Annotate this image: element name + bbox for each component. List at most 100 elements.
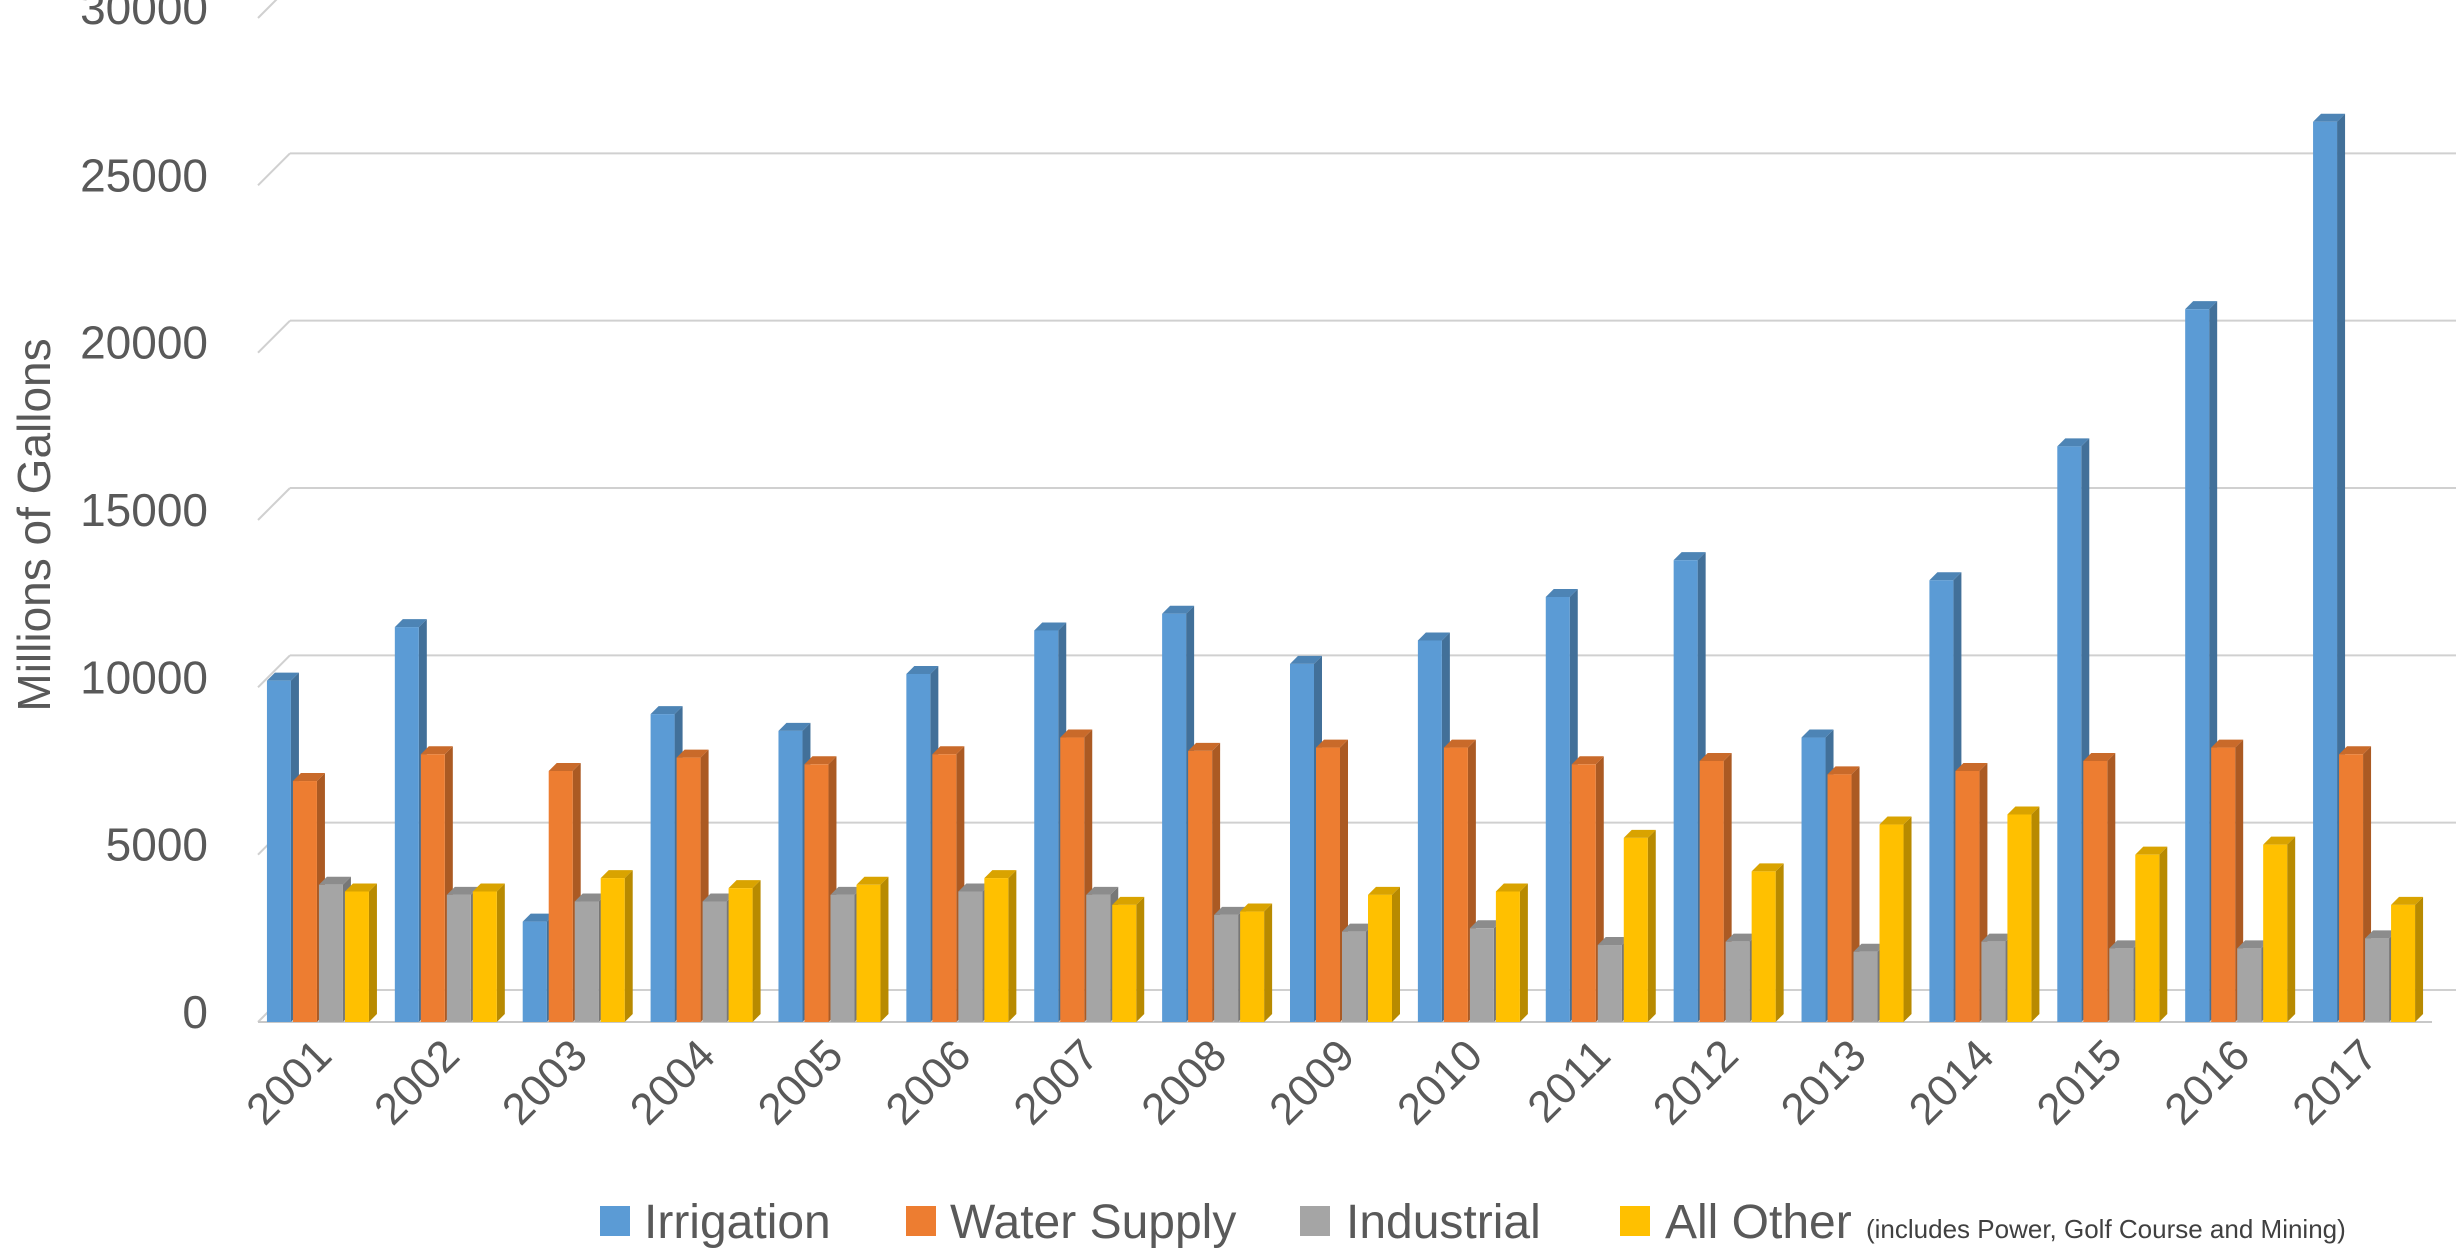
bar-top	[1342, 923, 1374, 932]
bar-side	[2031, 806, 2040, 1022]
legend-item-all-other: All Other (includes Power, Golf Course a…	[1620, 1196, 2346, 1249]
bar-front	[2339, 754, 2364, 1022]
bar-water-supply	[676, 749, 709, 1022]
bar-front	[778, 730, 803, 1022]
bar-top	[2109, 940, 2142, 949]
bar-front	[548, 771, 573, 1022]
bar-top	[1827, 766, 1860, 775]
bar-top	[1240, 903, 1273, 912]
bar-front	[932, 754, 957, 1022]
bar-top	[2185, 301, 2218, 310]
legend-item-irrigation: Irrigation	[600, 1196, 831, 1249]
bar-water-supply	[2211, 739, 2244, 1022]
bar-side	[880, 876, 889, 1022]
y-tick-label: 10000	[80, 651, 208, 703]
x-tick-label: 2011	[1518, 1030, 1620, 1132]
bar-front	[804, 764, 829, 1022]
bar-top	[420, 746, 453, 755]
bar-top	[804, 756, 837, 765]
bar-top	[1112, 896, 1145, 905]
y-tick-label: 15000	[80, 484, 208, 536]
bar-all-other	[344, 883, 377, 1022]
bar-side	[1647, 829, 1656, 1022]
bar-front	[1034, 630, 1059, 1022]
bar-top	[2391, 896, 2424, 905]
bar-all-other	[1240, 903, 1273, 1022]
bar-top	[2263, 836, 2296, 845]
bar-water-supply	[2339, 746, 2372, 1022]
bar-side	[1903, 816, 1912, 1022]
x-tick-label: 2004	[621, 1030, 725, 1134]
bar-top	[472, 883, 505, 892]
bar-all-other	[1495, 883, 1528, 1022]
bar-top	[932, 746, 965, 755]
gridline-depth	[257, 654, 291, 689]
bar-side	[1264, 903, 1273, 1022]
gridline-depth	[257, 319, 291, 354]
y-tick-label: 5000	[106, 819, 208, 871]
bar-top	[2339, 746, 2372, 755]
bar-top	[344, 883, 377, 892]
legend-note-all-other: (includes Power, Golf Course and Mining)	[1866, 1214, 2346, 1244]
bar-front	[2391, 904, 2416, 1022]
bar-top	[728, 880, 761, 889]
bar-top	[266, 672, 299, 681]
bar-front	[984, 878, 1009, 1022]
bar-front	[1673, 560, 1698, 1022]
bar-top	[292, 773, 325, 782]
bar-front	[1725, 941, 1750, 1022]
bar-front	[2263, 844, 2288, 1022]
bar-side	[368, 883, 377, 1022]
legend-swatch-irrigation	[600, 1206, 630, 1236]
bar-all-other	[1751, 863, 1784, 1022]
x-tick-label: 2008	[1132, 1030, 1236, 1134]
bar-irrigation	[2057, 438, 2090, 1023]
bar-front	[1955, 771, 1980, 1022]
bar-front	[1751, 871, 1776, 1022]
bar-all-other	[856, 876, 889, 1022]
bar-front	[1981, 941, 2006, 1022]
bar-all-other	[2007, 806, 2040, 1022]
bar-all-other	[600, 870, 633, 1022]
gridline-depth	[257, 487, 291, 521]
bar-side	[496, 883, 505, 1022]
bar-irrigation	[2185, 301, 2218, 1022]
bar-top	[318, 876, 351, 885]
bar-front	[472, 891, 497, 1022]
bar-top	[650, 706, 683, 715]
bar-front	[1827, 774, 1852, 1022]
x-tick-label: 2007	[1004, 1030, 1108, 1134]
bar-front	[2211, 747, 2236, 1022]
x-tick-label: 2013	[1772, 1030, 1876, 1134]
bar-top	[1469, 920, 1502, 929]
bar-front	[1162, 613, 1187, 1022]
bar-top	[1623, 829, 1656, 838]
bar-side	[2415, 896, 2424, 1022]
legend-label-water-supply: Water Supply	[950, 1196, 1236, 1249]
bar-all-other	[1112, 896, 1145, 1022]
y-tick-label: 25000	[80, 149, 208, 201]
y-tick-label: 20000	[80, 317, 208, 369]
bar-front	[344, 891, 369, 1022]
legend: Irrigation Water Supply Industrial All O…	[600, 1196, 2346, 1249]
bar-all-other	[728, 880, 761, 1022]
bar-front	[1060, 737, 1085, 1022]
bar-top	[1316, 739, 1348, 748]
bar-top	[2135, 846, 2168, 855]
legend-swatch-water-supply	[906, 1206, 936, 1236]
bars	[266, 113, 2424, 1023]
bar-irrigation	[1034, 622, 1067, 1022]
bar-top	[1955, 763, 1988, 771]
bar-side	[1008, 870, 1017, 1022]
bar-top	[1981, 933, 2014, 942]
x-tick-label: 2015	[2027, 1030, 2131, 1134]
x-tick-label: 2009	[1260, 1030, 1364, 1134]
bar-front	[1571, 764, 1596, 1022]
bar-side	[752, 880, 761, 1022]
x-tick-label: 2012	[1644, 1030, 1748, 1134]
bar-top	[522, 913, 555, 922]
bar-front	[1545, 596, 1570, 1022]
bar-top	[1060, 729, 1093, 738]
bar-top	[1673, 552, 1706, 561]
